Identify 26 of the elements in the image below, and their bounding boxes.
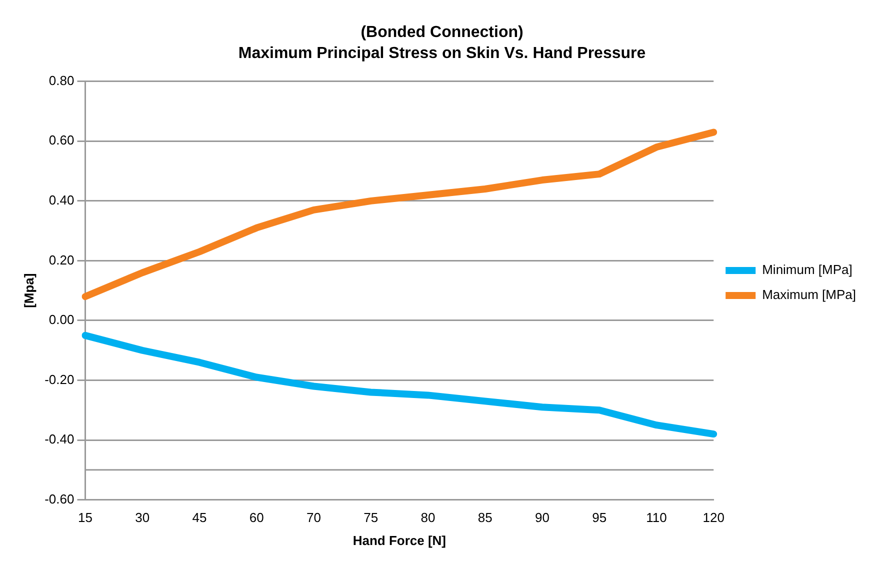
x-tick-label: 90 xyxy=(534,510,550,526)
y-tick-label: 0.20 xyxy=(48,252,74,268)
y-tick-label: -0.20 xyxy=(44,372,74,387)
x-tick-label: 15 xyxy=(78,510,92,526)
y-tick-label: 0.60 xyxy=(48,132,74,148)
y-tick-label: 0.80 xyxy=(48,72,74,88)
x-tick-label: 45 xyxy=(192,510,207,526)
x-tick-label: 120 xyxy=(702,510,724,526)
y-axis-title: [Mpa] xyxy=(21,273,36,308)
chart-title: (Bonded Connection) xyxy=(360,24,524,42)
legend-label: Minimum [MPa] xyxy=(762,262,852,278)
y-tick-label: -0.60 xyxy=(44,491,74,506)
y-tick-label: 0.00 xyxy=(48,312,74,328)
x-tick-label: 110 xyxy=(646,510,667,526)
x-tick-label: 95 xyxy=(592,510,607,526)
x-tick-label: 85 xyxy=(478,510,492,526)
x-axis-title: Hand Force [N] xyxy=(352,532,446,548)
x-tick-label: 70 xyxy=(306,510,321,526)
y-tick-label: 0.40 xyxy=(48,192,74,208)
x-tick-label: 75 xyxy=(364,510,378,526)
legend-label: Maximum [MPa] xyxy=(762,287,856,302)
y-tick-label: -0.40 xyxy=(44,432,74,447)
x-tick-label: 80 xyxy=(420,510,436,526)
x-tick-label: 60 xyxy=(249,510,264,526)
x-tick-label: 30 xyxy=(135,510,150,526)
chart-subtitle: Maximum Principal Stress on Skin Vs. Hand Pressure xyxy=(238,45,646,62)
